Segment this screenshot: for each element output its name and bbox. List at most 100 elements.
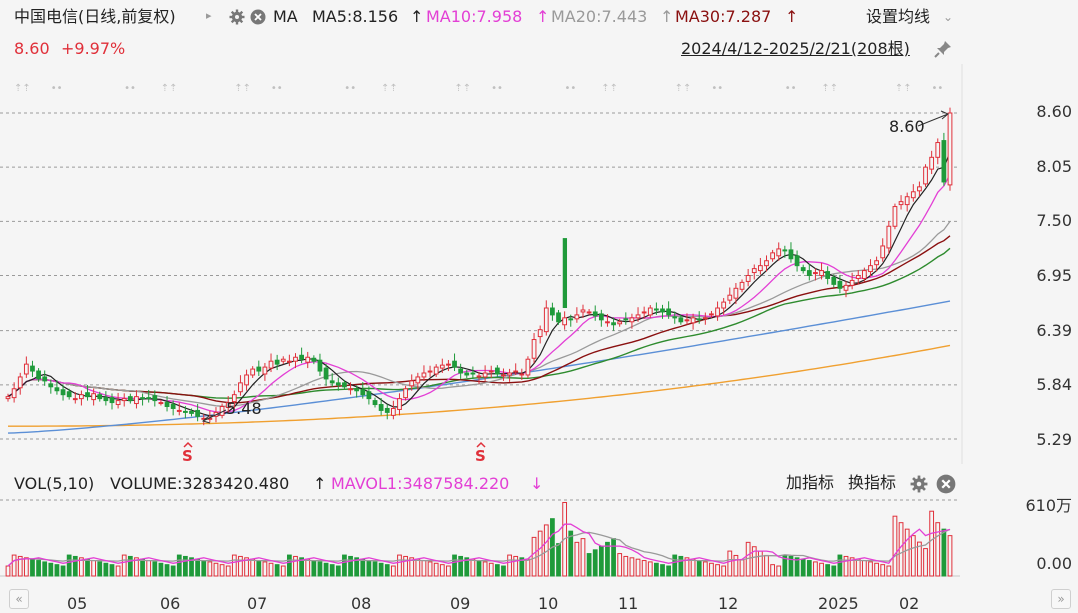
event-marker: ⇡⇡ xyxy=(381,83,398,94)
candle-body xyxy=(782,249,788,252)
candle-body xyxy=(372,400,378,406)
event-marker: ⇡⇡ xyxy=(675,83,692,94)
gear-icon[interactable] xyxy=(910,475,928,493)
candle-body xyxy=(403,388,408,399)
volume-bar xyxy=(935,522,941,577)
candle-body xyxy=(831,276,837,285)
volume-bar xyxy=(513,555,519,577)
volume-bar xyxy=(917,541,922,577)
volume-bar xyxy=(342,554,347,577)
volume-bar xyxy=(409,557,415,577)
candle-body xyxy=(788,249,794,260)
volume-bar xyxy=(605,541,610,577)
chevron-down-icon[interactable]: ⌄ xyxy=(943,10,954,24)
volume-bar xyxy=(739,559,745,577)
candle-body xyxy=(183,410,188,413)
volume-bar xyxy=(354,557,360,577)
volume-bar xyxy=(482,561,488,577)
candle-body xyxy=(11,388,17,399)
candle-body xyxy=(421,372,427,378)
candle-body xyxy=(886,225,892,249)
volume-bar xyxy=(684,557,690,577)
volume-bar xyxy=(256,560,262,577)
candle-body xyxy=(574,314,580,320)
candle-body xyxy=(280,358,286,362)
scroll-left-button[interactable]: « xyxy=(9,589,29,609)
candle-body xyxy=(91,393,97,401)
volume-bar xyxy=(568,530,574,577)
candle-body xyxy=(250,368,256,376)
add-indicator-button[interactable]: 加指标 xyxy=(786,473,835,492)
price-chart-svg: ⇡⇡ •• •• ⇡⇡ ⇡⇡ •• •• ⇡⇡ ⇡⇡ •• •• ⇡⇡ ⇡⇡ •• •• ⇡⇡ ⇡⇡ •• xyxy=(0,64,963,464)
event-marker: ⇡⇡ xyxy=(601,83,618,94)
volume-bar xyxy=(886,565,892,577)
volume-bar xyxy=(464,557,470,577)
candle-body xyxy=(390,407,396,416)
volume-bar xyxy=(238,555,243,577)
volume-bar xyxy=(335,565,341,577)
volume-bar xyxy=(892,515,898,577)
candle-body xyxy=(672,316,678,319)
close-icon[interactable] xyxy=(250,9,266,25)
price-chart[interactable]: ⇡⇡ •• •• ⇡⇡ ⇡⇡ •• •• ⇡⇡ ⇡⇡ •• •• ⇡⇡ ⇡⇡ •• •• ⇡⇡ ⇡⇡ •• 8.6… xyxy=(0,64,1078,465)
volume-bar xyxy=(592,549,598,577)
signal-s-mark[interactable]: S xyxy=(475,447,486,465)
candle-body xyxy=(690,317,696,324)
volume-bar xyxy=(60,565,66,577)
candle-body xyxy=(501,374,506,377)
volume-bar xyxy=(5,565,11,577)
volume-bar xyxy=(861,560,867,577)
candle-body xyxy=(849,279,855,286)
volume-bar xyxy=(843,555,849,577)
volume-bar xyxy=(91,560,97,577)
signal-s-mark[interactable]: S xyxy=(182,447,193,465)
switch-indicator-button[interactable]: 换指标 xyxy=(848,473,897,492)
volume-bar xyxy=(79,557,84,577)
volume-bar xyxy=(623,555,629,577)
candle-body xyxy=(366,391,372,400)
volume-bar xyxy=(103,562,109,577)
candle-body xyxy=(678,317,684,323)
pin-icon[interactable] xyxy=(934,40,952,58)
ma-label: MA xyxy=(273,7,298,26)
volume-chart[interactable]: VOL(5,10) VOLUME:3283420.480 ↑ MAVOL1:34… xyxy=(0,466,1078,586)
candle-body xyxy=(770,252,775,260)
candle-body xyxy=(868,265,873,273)
candle-body xyxy=(293,356,298,362)
candle-body xyxy=(103,397,109,402)
candle-body xyxy=(42,376,48,382)
candle-body xyxy=(354,389,360,392)
candle-body xyxy=(152,395,158,402)
volume-bar xyxy=(910,535,916,577)
candle-body xyxy=(709,313,714,316)
candle-body xyxy=(176,409,182,412)
candle-body xyxy=(195,409,201,417)
volume-bar xyxy=(923,548,928,577)
candle-body xyxy=(415,376,421,384)
stock-title[interactable]: 中国电信(日线,前复权) xyxy=(14,7,176,26)
volume-bar xyxy=(146,560,152,577)
candle-body xyxy=(910,191,916,199)
gear-icon[interactable] xyxy=(229,9,245,25)
event-marker: •• xyxy=(711,83,723,94)
volume-bar xyxy=(770,564,775,577)
ma30-arrow-icon: ↑ xyxy=(785,7,799,26)
scroll-right-button[interactable]: » xyxy=(1051,589,1071,609)
candle-body xyxy=(494,367,500,375)
volume-bar xyxy=(176,554,182,577)
expand-triangle-icon[interactable]: ▸ xyxy=(206,9,212,22)
volume-bar xyxy=(390,565,396,577)
volume-bar xyxy=(189,557,194,577)
close-icon[interactable] xyxy=(936,474,956,494)
volume-bar xyxy=(947,535,953,577)
candle-body xyxy=(617,321,623,325)
date-range[interactable]: 2024/4/12-2025/2/21(208根) xyxy=(681,39,910,58)
ma-settings-button[interactable]: 设置均线 xyxy=(866,7,931,26)
ma30-value: MA30:7.287 xyxy=(675,7,772,26)
candle-body xyxy=(439,364,445,369)
candle-body xyxy=(855,275,861,279)
candle-body xyxy=(384,407,390,413)
volume-bar xyxy=(42,561,48,577)
candle-body xyxy=(311,357,317,362)
candle-body xyxy=(446,363,451,366)
